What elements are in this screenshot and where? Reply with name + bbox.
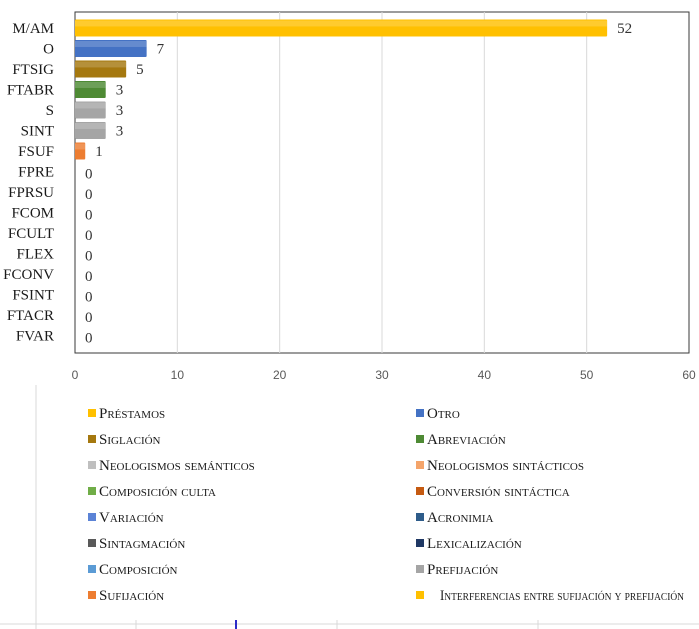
legend-label: Lexicalización xyxy=(427,536,522,552)
value-label: 0 xyxy=(85,167,93,183)
value-label: 0 xyxy=(85,269,93,285)
legend-swatch xyxy=(416,461,424,469)
bar xyxy=(75,81,106,98)
bar xyxy=(75,40,147,57)
bar xyxy=(75,122,106,139)
category-label: M/AM xyxy=(12,21,54,37)
category-label: S xyxy=(46,103,54,119)
x-tick-label: 40 xyxy=(478,368,492,382)
bar-highlight xyxy=(75,41,147,47)
legend-label: Composición xyxy=(99,562,178,578)
category-label: FPRE xyxy=(18,165,54,181)
category-label: FTACR xyxy=(7,308,54,324)
x-tick-label: 30 xyxy=(375,368,389,382)
bar-highlight xyxy=(75,102,106,109)
value-label: 0 xyxy=(85,331,93,347)
value-label: 5 xyxy=(136,62,144,78)
legend-swatch xyxy=(416,565,424,573)
legend-label: Interferencias entre sufijación y prefij… xyxy=(440,588,684,604)
value-label: 0 xyxy=(85,208,93,224)
x-tick-label: 20 xyxy=(273,368,287,382)
legend-swatch xyxy=(416,409,424,417)
value-label: 0 xyxy=(85,310,93,326)
legend-swatch xyxy=(88,565,96,573)
legend-label: Prefijación xyxy=(427,562,498,578)
value-label: 52 xyxy=(617,21,632,37)
category-label: FTSIG xyxy=(12,62,54,78)
category-label: FPRSU xyxy=(8,185,54,201)
value-label: 0 xyxy=(85,290,93,306)
legend-swatch xyxy=(88,513,96,521)
category-label: FSINT xyxy=(12,288,54,304)
legend-label: Composición culta xyxy=(99,484,216,500)
category-label: FTABR xyxy=(7,83,54,99)
x-tick-label: 50 xyxy=(580,368,594,382)
legend-swatch xyxy=(416,539,424,547)
value-label: 0 xyxy=(85,228,93,244)
category-label: FCULT xyxy=(8,226,54,242)
legend-swatch xyxy=(88,435,96,443)
category-label: FCONV xyxy=(3,267,54,283)
legend-swatch xyxy=(88,487,96,495)
bottom-ticks xyxy=(135,620,539,629)
legend-swatch xyxy=(88,591,96,599)
category-label: FLEX xyxy=(17,247,55,263)
legend-label: Abreviación xyxy=(427,432,506,448)
legend-swatch xyxy=(88,409,96,417)
value-label: 3 xyxy=(116,103,124,119)
bar-highlight xyxy=(75,20,608,27)
x-tick-label: 10 xyxy=(171,368,185,382)
category-labels: M/AM O FTSIG FTABR S SINT FSUF FPRE FPRSU FCOM FCU… xyxy=(3,21,54,345)
value-label: 1 xyxy=(95,144,103,160)
x-tick-labels: 0 10 20 30 40 50 60 xyxy=(72,368,696,382)
value-label: 3 xyxy=(116,83,124,99)
legend-label: Neologismos semánticos xyxy=(99,458,255,474)
legend-label: Préstamos xyxy=(99,406,165,422)
bar-highlight xyxy=(75,82,106,88)
value-label: 7 xyxy=(157,42,165,58)
legend-swatch xyxy=(416,435,424,443)
category-label: O xyxy=(43,42,54,58)
bar xyxy=(75,19,608,37)
legend-swatch xyxy=(416,591,424,599)
legend-label: Otro xyxy=(427,406,460,422)
category-label: SINT xyxy=(21,124,54,140)
value-label: 0 xyxy=(85,249,93,265)
legend-label: Conversión sintáctica xyxy=(427,484,570,500)
legend-label: Neologismos sintácticos xyxy=(427,458,584,474)
legend-swatch xyxy=(88,461,96,469)
value-label: 3 xyxy=(116,124,124,140)
legend-label: Siglación xyxy=(99,432,161,448)
legend-label: Sufijación xyxy=(99,588,164,604)
category-label: FCOM xyxy=(11,206,54,222)
bar xyxy=(75,60,127,78)
legend-label: Sintagmación xyxy=(99,536,185,552)
gridlines xyxy=(176,12,588,353)
legend-label: Acronimia xyxy=(427,510,494,526)
category-label: FVAR xyxy=(16,329,54,345)
bars xyxy=(75,19,608,160)
bar xyxy=(75,101,106,119)
legend-swatch xyxy=(88,539,96,547)
bar-highlight xyxy=(75,143,86,150)
value-label: 0 xyxy=(85,187,93,203)
bar-highlight xyxy=(75,123,106,129)
legend: Préstamos Otro Siglación Abreviación Neologi… xyxy=(88,406,684,604)
x-tick-label: 60 xyxy=(682,368,696,382)
bar xyxy=(75,142,86,160)
legend-swatch xyxy=(416,487,424,495)
bar-highlight xyxy=(75,61,127,68)
category-label: FSUF xyxy=(18,144,54,160)
legend-label: Variación xyxy=(99,510,164,526)
legend-swatch xyxy=(416,513,424,521)
x-tick-label: 0 xyxy=(72,368,79,382)
